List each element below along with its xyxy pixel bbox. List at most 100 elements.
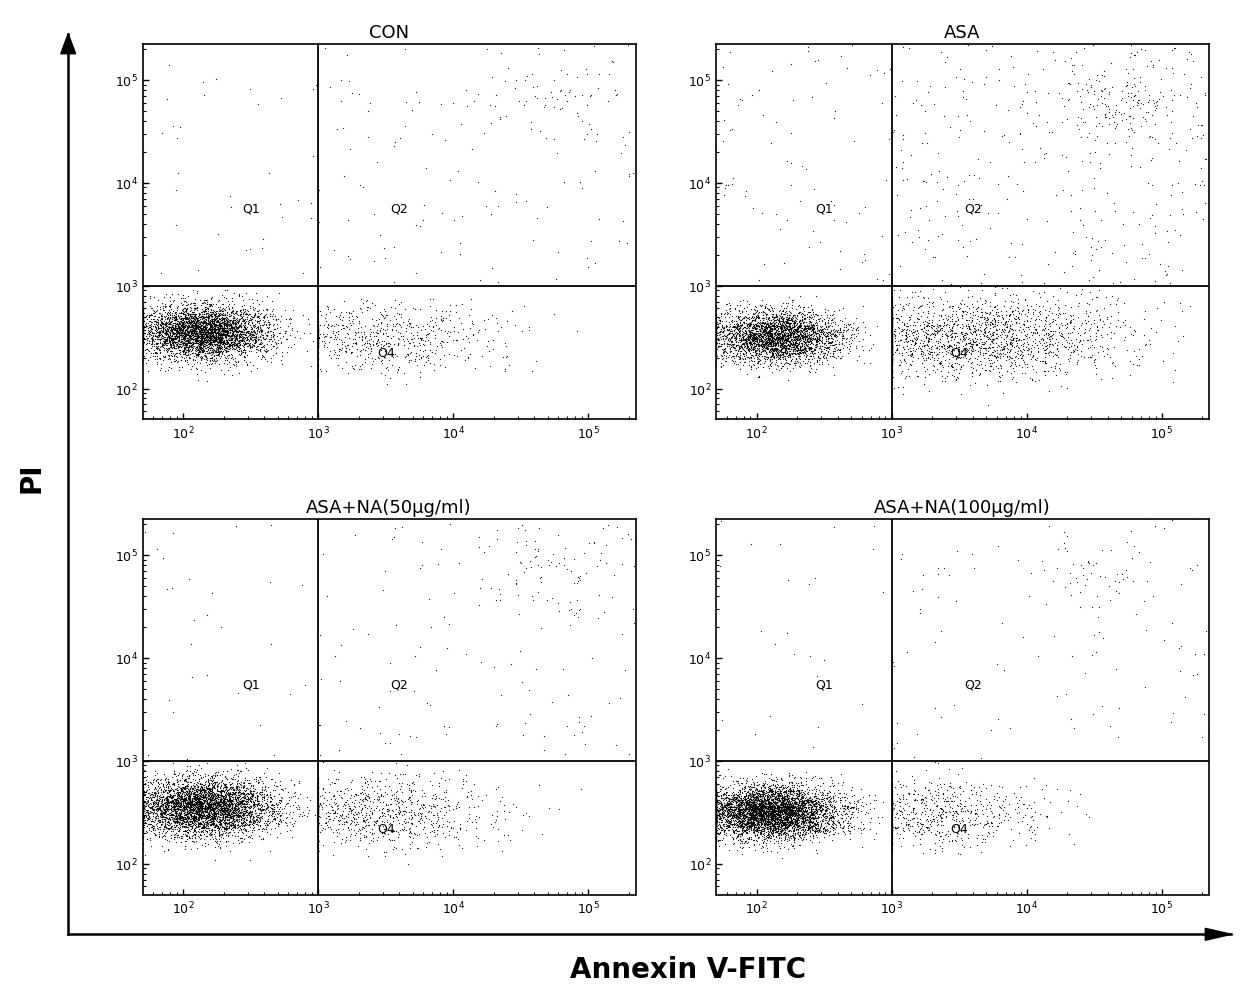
- Point: [763, 796, 782, 812]
- Point: [223, 326, 243, 342]
- Point: [796, 809, 816, 825]
- Point: [981, 332, 1001, 348]
- Point: [908, 792, 928, 808]
- Point: [190, 337, 210, 353]
- Point: [774, 318, 794, 334]
- Point: [309, 838, 329, 854]
- Point: [196, 809, 216, 825]
- Point: [180, 804, 200, 820]
- Point: [916, 350, 936, 366]
- Point: [761, 343, 781, 359]
- Point: [229, 326, 249, 342]
- Point: [791, 326, 811, 342]
- Point: [882, 352, 901, 368]
- Point: [239, 307, 259, 323]
- Point: [203, 798, 223, 814]
- Point: [206, 812, 226, 828]
- Point: [773, 345, 792, 361]
- Point: [771, 814, 791, 830]
- Point: [962, 369, 982, 385]
- Point: [218, 340, 238, 356]
- Point: [160, 298, 180, 314]
- Point: [1123, 111, 1143, 127]
- Point: [714, 321, 734, 337]
- Point: [799, 318, 818, 334]
- Point: [254, 795, 274, 811]
- Point: [959, 319, 978, 335]
- Point: [186, 361, 206, 377]
- Point: [899, 786, 919, 802]
- Point: [906, 314, 926, 330]
- Point: [166, 312, 186, 328]
- Point: [195, 333, 215, 349]
- Point: [162, 787, 182, 803]
- Point: [216, 781, 236, 797]
- Point: [174, 301, 193, 317]
- Point: [764, 806, 784, 822]
- Point: [766, 816, 786, 832]
- Point: [274, 302, 294, 318]
- Point: [211, 821, 231, 837]
- Point: [816, 322, 836, 338]
- Point: [133, 783, 153, 799]
- Point: [749, 341, 769, 357]
- Point: [779, 289, 799, 305]
- Point: [737, 805, 756, 821]
- Point: [513, 565, 533, 580]
- Point: [769, 799, 789, 815]
- Point: [250, 325, 270, 341]
- Point: [707, 799, 727, 815]
- Point: [761, 782, 781, 798]
- Point: [237, 309, 257, 325]
- Point: [135, 793, 155, 809]
- Point: [743, 333, 763, 349]
- Point: [205, 839, 224, 855]
- Point: [754, 322, 774, 338]
- Point: [1086, 556, 1106, 572]
- Point: [342, 309, 362, 325]
- Point: [184, 314, 203, 330]
- Point: [707, 806, 727, 822]
- Point: [771, 320, 791, 336]
- Point: [144, 795, 164, 811]
- Point: [770, 788, 790, 804]
- Point: [820, 794, 839, 810]
- Point: [733, 352, 753, 368]
- Point: [188, 803, 208, 819]
- Point: [188, 329, 208, 345]
- Point: [771, 803, 791, 819]
- Point: [202, 821, 222, 837]
- Point: [882, 773, 901, 789]
- Point: [357, 773, 377, 789]
- Point: [210, 293, 229, 309]
- Point: [784, 342, 804, 358]
- Point: [211, 783, 231, 799]
- Point: [155, 798, 175, 814]
- Point: [1104, 355, 1123, 371]
- Point: [847, 321, 867, 337]
- Point: [141, 340, 161, 356]
- Point: [787, 320, 807, 336]
- Point: [768, 804, 787, 820]
- Point: [417, 810, 436, 826]
- Point: [198, 309, 218, 325]
- Point: [755, 816, 775, 832]
- Point: [970, 328, 990, 344]
- Point: [159, 794, 179, 810]
- Point: [810, 327, 830, 343]
- Point: [769, 335, 789, 351]
- Point: [784, 838, 804, 854]
- Point: [228, 819, 248, 835]
- Point: [952, 309, 972, 325]
- Point: [786, 818, 806, 834]
- Point: [197, 315, 217, 331]
- Point: [841, 339, 861, 355]
- Point: [157, 320, 177, 336]
- Point: [133, 800, 153, 816]
- Point: [755, 798, 775, 814]
- Point: [797, 304, 817, 320]
- Point: [146, 789, 166, 805]
- Point: [725, 812, 745, 828]
- Point: [718, 761, 738, 777]
- Point: [981, 797, 1001, 813]
